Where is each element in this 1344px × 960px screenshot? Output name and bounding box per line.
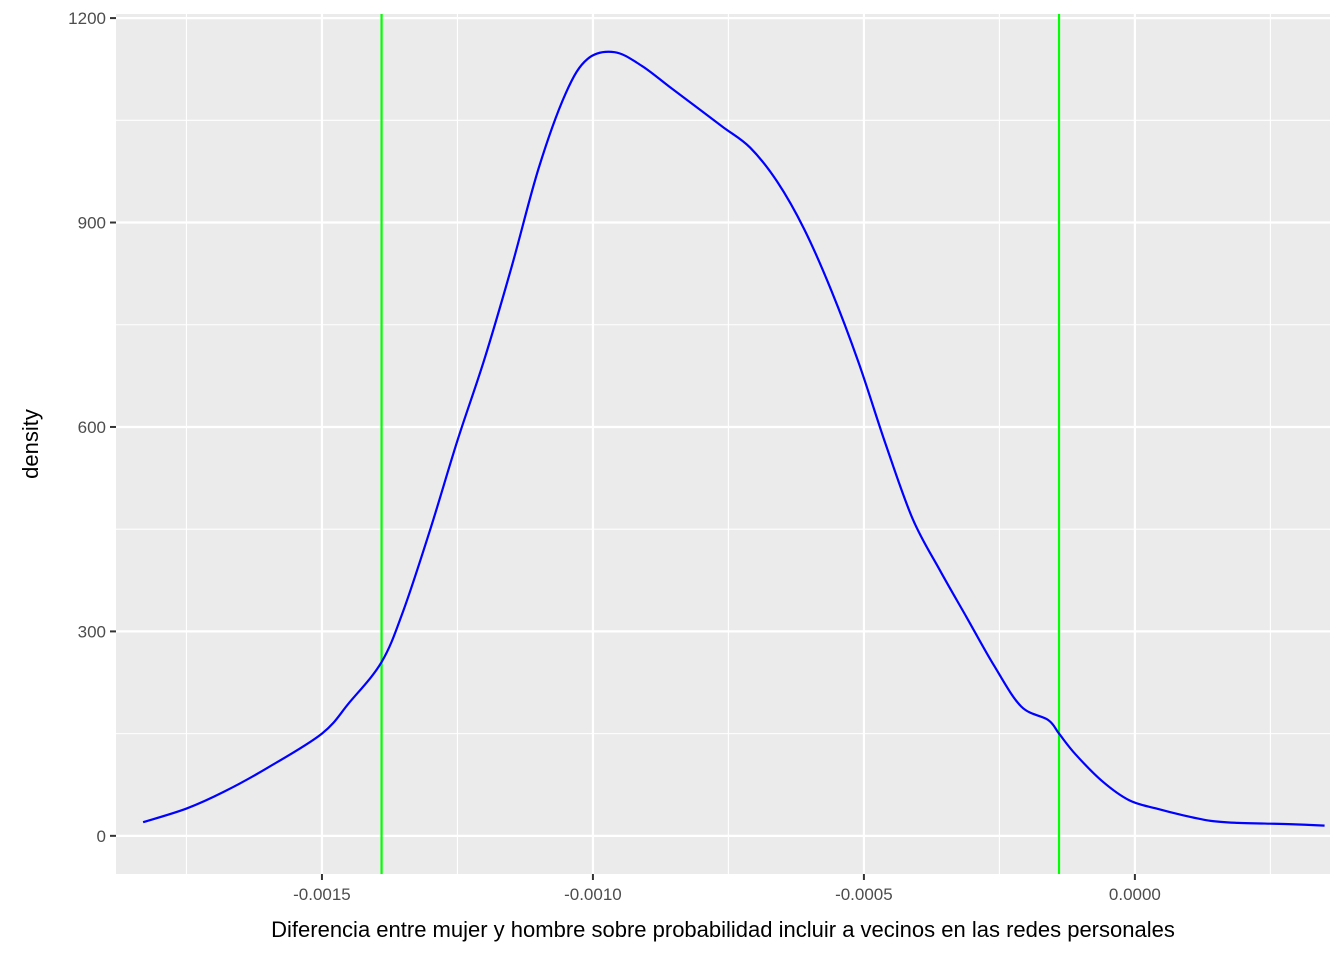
x-axis-ticks: -0.0015 -0.0010 -0.0005 0.0000 — [293, 874, 1161, 904]
y-tick-label: 0 — [97, 827, 106, 846]
x-tick-label: -0.0015 — [293, 885, 351, 904]
y-axis-title: density — [18, 409, 43, 479]
y-axis-ticks: 0 300 600 900 1200 — [68, 9, 116, 846]
y-tick-label: 1200 — [68, 9, 106, 28]
minor-gridlines-x — [185, 14, 1271, 874]
y-tick-label: 300 — [78, 622, 106, 641]
minor-gridlines-y — [116, 119, 1330, 735]
reference-lines — [380, 14, 1061, 874]
major-gridlines-x — [320, 14, 1136, 874]
major-gridlines-y — [116, 16, 1330, 837]
x-tick-label: 0.0000 — [1109, 885, 1161, 904]
x-axis-title: Diferencia entre mujer y hombre sobre pr… — [271, 917, 1175, 942]
density-curve — [142, 50, 1325, 827]
x-tick-label: -0.0010 — [564, 885, 622, 904]
y-tick-label: 900 — [78, 214, 106, 233]
y-tick-label: 600 — [78, 418, 106, 437]
plot-panel — [116, 14, 1330, 874]
density-curves — [142, 50, 1325, 827]
x-tick-label: -0.0005 — [835, 885, 893, 904]
